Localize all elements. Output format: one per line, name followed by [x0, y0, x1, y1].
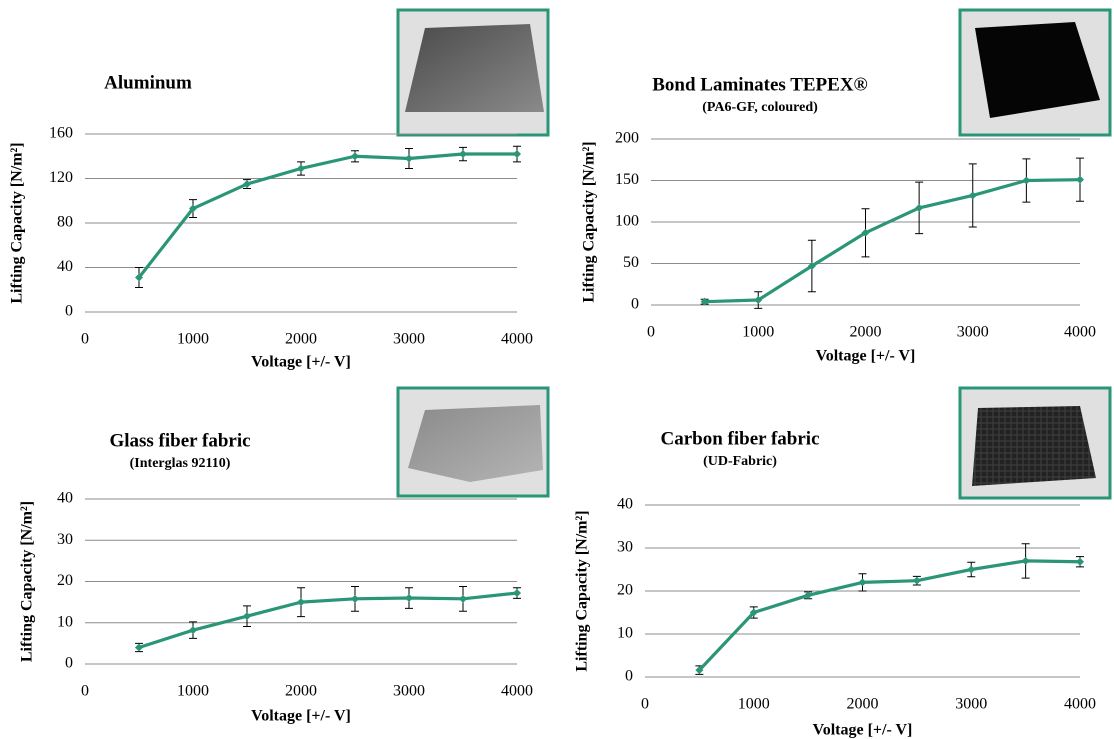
data-point	[243, 612, 251, 621]
data-point	[1022, 176, 1031, 185]
sample-photo	[958, 386, 1112, 500]
x-tick-label: 4000	[1064, 324, 1096, 341]
series-line	[138, 591, 518, 650]
data-point	[459, 594, 467, 603]
data-point	[135, 643, 143, 652]
data-point	[968, 191, 977, 200]
data-point	[807, 261, 816, 270]
data-point	[405, 154, 413, 163]
y-tick-label: 40	[57, 258, 73, 275]
x-tick-label: 2000	[285, 683, 317, 700]
x-tick-label: 1000	[177, 683, 209, 700]
x-tick-label: 0	[641, 696, 649, 713]
x-tick-label: 4000	[1064, 696, 1096, 713]
data-point	[967, 565, 976, 574]
x-tick-label: 3000	[957, 324, 989, 341]
data-point	[351, 594, 359, 603]
y-tick-label: 10	[57, 613, 73, 630]
y-tick-label: 100	[615, 213, 639, 230]
x-tick-label: 4000	[501, 683, 533, 700]
data-point	[700, 297, 709, 306]
x-tick-label: 1000	[742, 324, 774, 341]
y-axis-label: Lifting Capacity [N/m²]	[574, 510, 591, 671]
y-tick-label: 30	[617, 539, 633, 556]
x-tick-label: 1000	[177, 331, 209, 348]
chart-subtitle: (Interglas 92110)	[130, 456, 231, 471]
data-point	[351, 152, 359, 161]
x-tick-label: 3000	[393, 331, 425, 348]
chart-title: Glass fiber fabric	[109, 430, 250, 451]
y-axis-label: Lifting Capacity [N/m²]	[581, 141, 598, 302]
sample-photo	[958, 8, 1112, 137]
data-point	[754, 296, 763, 305]
data-point	[695, 666, 704, 675]
y-tick-label: 200	[615, 130, 639, 147]
data-point	[861, 228, 870, 237]
data-point	[1076, 557, 1084, 566]
x-tick-label: 2000	[847, 696, 879, 713]
data-point	[297, 164, 305, 173]
data-point	[189, 626, 197, 635]
data-point	[459, 150, 467, 159]
data-point	[513, 150, 521, 159]
data-point	[912, 576, 921, 585]
chart-title: Bond Laminates TEPEX®	[652, 74, 868, 95]
data-point	[513, 589, 521, 598]
data-point	[1076, 175, 1084, 184]
y-tick-label: 0	[631, 296, 639, 313]
series-line	[137, 152, 517, 279]
chart-title: Carbon fiber fabric	[660, 428, 819, 449]
x-axis-label: Voltage [+/- V]	[251, 708, 351, 725]
x-tick-label: 4000	[501, 331, 533, 348]
series-line	[704, 178, 1081, 304]
data-point	[189, 204, 197, 213]
chart-subtitle: (UD-Fabric)	[703, 454, 777, 469]
y-axis-label: Lifting Capacity [N/m²]	[19, 501, 36, 662]
x-tick-label: 3000	[955, 696, 987, 713]
y-tick-label: 80	[57, 214, 73, 231]
y-tick-label: 150	[615, 171, 639, 188]
y-tick-label: 160	[49, 125, 73, 142]
x-tick-label: 0	[647, 324, 655, 341]
x-tick-label: 0	[81, 331, 89, 348]
x-axis-label: Voltage [+/- V]	[816, 348, 916, 365]
y-tick-label: 120	[49, 169, 73, 186]
x-tick-label: 2000	[285, 331, 317, 348]
sample-photo	[396, 386, 550, 498]
y-tick-label: 50	[623, 254, 639, 271]
series-line	[698, 559, 1081, 672]
x-tick-label: 3000	[393, 683, 425, 700]
y-axis-label: Lifting Capacity [N/m²]	[9, 142, 26, 303]
data-point	[1021, 556, 1030, 565]
y-tick-label: 30	[57, 531, 73, 548]
sample-photo	[396, 8, 550, 137]
y-tick-label: 0	[625, 668, 633, 685]
data-point	[804, 591, 813, 600]
y-tick-label: 20	[57, 572, 73, 589]
data-point	[405, 594, 413, 602]
y-tick-label: 40	[57, 490, 73, 507]
data-point	[749, 608, 758, 617]
y-tick-label: 0	[65, 303, 73, 320]
x-axis-label: Voltage [+/- V]	[813, 722, 913, 739]
data-point	[135, 273, 143, 282]
y-tick-label: 40	[617, 496, 633, 513]
data-point	[915, 203, 924, 212]
chart-title: Aluminum	[104, 72, 192, 93]
data-point	[858, 578, 867, 587]
y-tick-label: 0	[65, 655, 73, 672]
y-tick-label: 10	[617, 625, 633, 642]
x-tick-label: 2000	[850, 324, 882, 341]
x-tick-label: 1000	[738, 696, 770, 713]
data-point	[243, 180, 251, 189]
chart-subtitle: (PA6-GF, coloured)	[702, 100, 818, 115]
data-point	[297, 598, 305, 607]
x-tick-label: 0	[81, 683, 89, 700]
x-axis-label: Voltage [+/- V]	[251, 354, 351, 371]
y-tick-label: 20	[617, 582, 633, 599]
